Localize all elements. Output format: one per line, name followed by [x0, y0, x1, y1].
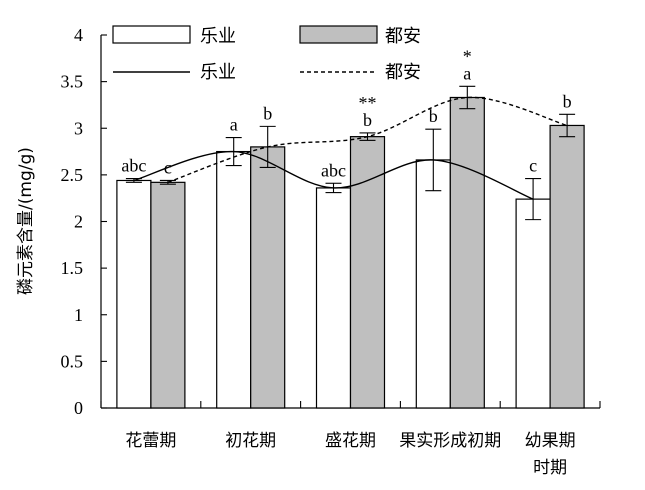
bar-leye: [515, 198, 551, 409]
bar-duan: [549, 124, 585, 409]
legend-label-bar-leye: 乐业: [200, 26, 236, 47]
legend-label-bar-duan: 都安: [385, 26, 421, 47]
bar-leye: [216, 150, 252, 409]
x-category-label: 果实形成初期: [399, 431, 501, 451]
significance-letter: a: [463, 63, 471, 83]
legend: 乐业 都安 乐业 都安: [112, 25, 421, 83]
significance-letter: b: [429, 106, 438, 126]
significance-letter: abc: [321, 160, 346, 180]
significance-mark: *: [463, 46, 472, 66]
significance-letter: b: [363, 110, 372, 130]
legend-swatch-bar-duan: [299, 25, 378, 44]
y-tick-label: 1.5: [61, 258, 84, 278]
legend-label-line-leye: 乐业: [200, 62, 236, 83]
y-axis-label: 磷元素含量/(mg/g): [16, 147, 36, 295]
bar-leye: [415, 159, 451, 409]
significance-letter: abc: [121, 156, 146, 176]
x-category-label: 时期: [533, 458, 567, 478]
trend-line-leye: [133, 150, 534, 200]
x-category-label: 幼果期: [525, 431, 576, 451]
bar-leye: [315, 187, 352, 409]
significance-letter: c: [529, 156, 537, 176]
significance-letter: a: [230, 115, 238, 135]
legend-label-line-duan: 都安: [385, 62, 421, 83]
y-tick-label: 2.5: [61, 165, 84, 185]
x-category-label: 盛花期: [325, 431, 376, 451]
y-tick-label: 3: [74, 118, 83, 138]
y-tick-label: 4: [74, 25, 83, 45]
y-tick-label: 1: [74, 305, 83, 325]
significance-mark: **: [359, 93, 377, 113]
significance-letter: b: [263, 103, 272, 123]
bar-duan: [349, 136, 386, 409]
x-category-label: 初花期: [225, 431, 276, 451]
y-tick-label: 0.5: [61, 351, 84, 371]
trend-line-duan: [167, 96, 568, 183]
x-category-label: 花蕾期: [125, 431, 176, 451]
y-tick-label: 3.5: [61, 72, 84, 92]
y-tick-label: 0: [74, 398, 83, 418]
legend-swatch-bar-leye: [112, 25, 191, 44]
bar-leye: [116, 179, 152, 409]
significance-letter: b: [563, 91, 572, 111]
bar-duan: [150, 181, 186, 409]
y-tick-label: 2: [74, 212, 83, 232]
bar-duan: [250, 146, 286, 409]
bar-duan: [449, 96, 485, 409]
